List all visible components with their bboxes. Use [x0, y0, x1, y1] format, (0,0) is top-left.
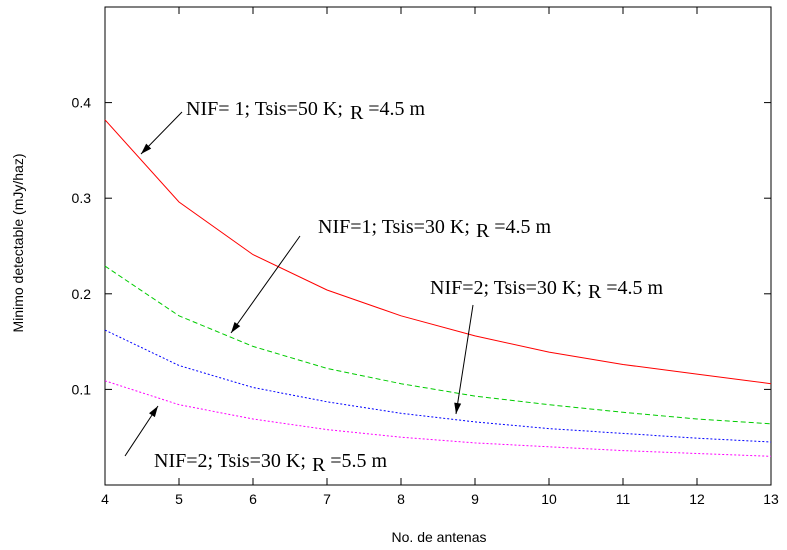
- x-tick-label: 10: [541, 491, 557, 507]
- annotation-value: =5.5 m: [325, 450, 387, 472]
- annotation-arrow-line: [455, 304, 474, 415]
- x-tick-label: 11: [616, 491, 631, 507]
- annotation-nif1-tsis50: NIF= 1; Tsis=50 K; R =4.5 m: [186, 98, 426, 124]
- annotation-r-symbol: R: [476, 220, 490, 242]
- x-axis-title: No. de antenas: [392, 529, 487, 545]
- x-tick-label: 7: [323, 491, 331, 507]
- plot-frame: [104, 6, 772, 486]
- annotation-text: NIF=2; Tsis=30 K;: [430, 277, 582, 299]
- axis-ticks: [104, 7, 772, 485]
- series-line-3: [104, 329, 772, 443]
- annotation-value: =4.5 m: [601, 277, 663, 299]
- annotation-text: NIF=1; Tsis=30 K;: [318, 216, 470, 238]
- annotation-nif2-tsis30-r45: NIF=2; Tsis=30 K; R =4.5 m: [430, 277, 664, 303]
- annotation-r-symbol: R: [350, 102, 364, 124]
- series-line-2: [104, 265, 772, 425]
- series-line-4: [104, 380, 772, 457]
- x-tick-label: 13: [763, 491, 779, 507]
- y-tick-label: 0.4: [72, 95, 92, 111]
- annotation-arrowhead: [231, 322, 241, 333]
- series-lines: [104, 119, 772, 457]
- annotation-arrows: [124, 111, 474, 457]
- annotation-text: NIF= 1; Tsis=50 K;: [186, 98, 343, 120]
- annotation-text: NIF=2; Tsis=30 K;: [154, 450, 306, 472]
- x-tick-label: 4: [101, 491, 109, 507]
- y-tick-label: 0.2: [72, 286, 92, 302]
- annotation-arrowhead: [149, 406, 158, 418]
- x-tick-label: 12: [689, 491, 705, 507]
- annotation-r-symbol: R: [312, 454, 326, 476]
- x-tick-label: 6: [249, 491, 257, 507]
- x-tick-label: 5: [175, 491, 183, 507]
- y-axis-title: Minimo detectable (mJy/haz): [10, 154, 26, 333]
- x-tick-label: 8: [397, 491, 405, 507]
- plot-border: [104, 6, 772, 486]
- y-tick-labels: 0.1 0.2 0.3 0.4: [72, 95, 92, 398]
- y-tick-label: 0.3: [72, 190, 92, 206]
- x-tick-label: 9: [471, 491, 479, 507]
- annotation-value: =4.5 m: [363, 98, 425, 120]
- annotation-arrow-line: [230, 235, 301, 334]
- annotation-arrowhead: [141, 143, 152, 154]
- x-tick-labels: 4 5 6 7 8 9 10 11 12 13: [101, 491, 779, 507]
- annotation-nif2-tsis30-r55: NIF=2; Tsis=30 K; R =5.5 m: [154, 450, 388, 476]
- annotation-r-symbol: R: [588, 281, 602, 303]
- series-line-1: [104, 119, 772, 385]
- annotation-nif1-tsis30: NIF=1; Tsis=30 K; R =4.5 m: [318, 216, 552, 242]
- y-tick-label: 0.1: [72, 381, 92, 397]
- annotation-arrowhead: [454, 402, 462, 414]
- annotation-value: =4.5 m: [489, 216, 551, 238]
